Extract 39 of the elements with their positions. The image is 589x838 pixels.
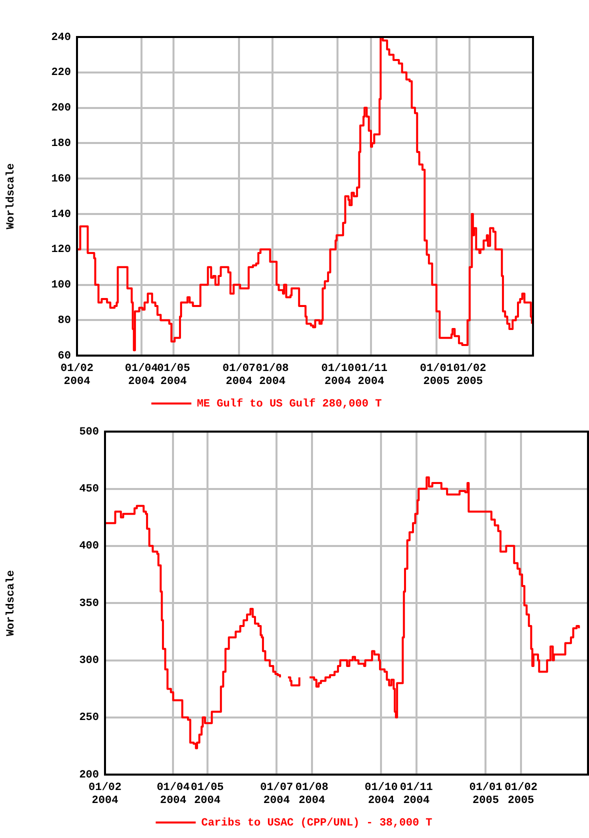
y-tick-label: 120: [51, 244, 71, 256]
x-tick-label: 01/05 2004: [157, 362, 190, 388]
y-tick-label: 450: [79, 484, 99, 496]
y-tick-label: 100: [51, 280, 71, 292]
x-tick-label: 01/02 2005: [453, 362, 486, 388]
x-tick-label: 01/02 2005: [504, 782, 538, 808]
y-tick-label: 180: [51, 138, 71, 150]
x-tick-label: 01/11 2004: [400, 782, 434, 808]
x-tick-label: 01/05 2004: [190, 782, 224, 808]
y-tick-label: 350: [79, 598, 99, 610]
legend-label: ME Gulf to US Gulf 280,000 T: [196, 397, 382, 410]
y-tick-label: 200: [79, 769, 99, 782]
y-axis-title: Worldscale: [5, 570, 18, 636]
x-tick-label: 01/10 2004: [364, 782, 398, 808]
y-tick-label: 300: [79, 655, 99, 668]
x-tick-label: 01/07 2004: [260, 782, 294, 808]
x-tick-label: 01/10 2004: [321, 362, 354, 388]
y-tick-label: 250: [79, 712, 99, 724]
legend-label: Caribs to USAC (CPP/UNL) - 38,000 T: [201, 817, 433, 830]
x-tick-label: 01/01 2005: [469, 782, 503, 808]
x-tick-label: 01/01 2005: [420, 362, 454, 388]
x-tick-label: 01/11 2004: [354, 362, 388, 388]
x-tick-label: 01/07 2004: [222, 362, 256, 388]
y-tick-label: 80: [58, 314, 71, 327]
y-tick-label: 220: [51, 67, 71, 80]
y-tick-label: 400: [79, 540, 99, 553]
x-tick-label: 01/02 2004: [88, 782, 122, 808]
y-axis-title: Worldscale: [5, 162, 18, 230]
y-tick-label: 200: [51, 102, 71, 115]
y-tick-label: 500: [79, 426, 99, 438]
y-tick-label: 60: [58, 350, 71, 362]
x-tick-label: 01/08 2004: [295, 782, 329, 808]
x-tick-label: 01/04 2004: [156, 782, 190, 808]
y-tick-label: 160: [51, 173, 71, 186]
x-tick-label: 01/02 2004: [60, 362, 94, 388]
y-tick-label: 140: [51, 208, 71, 221]
x-tick-label: 01/08 2004: [256, 362, 290, 388]
x-tick-label: 01/04 2004: [124, 362, 158, 388]
y-tick-label: 240: [51, 32, 71, 44]
